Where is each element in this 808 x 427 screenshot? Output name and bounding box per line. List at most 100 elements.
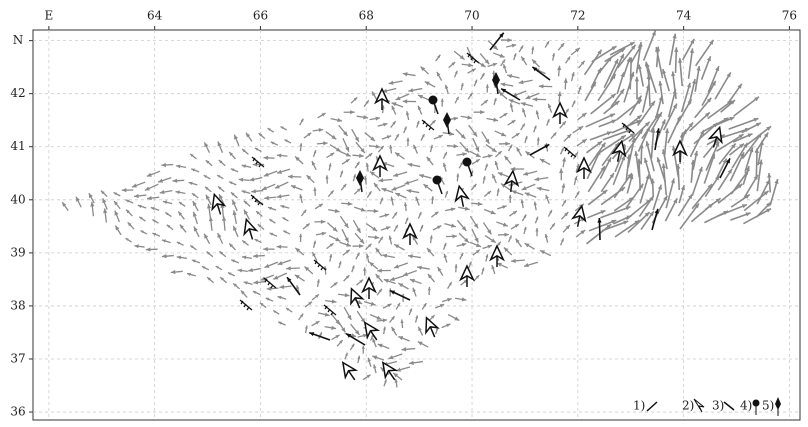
arrow-head [487, 245, 491, 249]
flow-arrow [628, 138, 634, 168]
x-tick-label: 72 [570, 9, 585, 23]
arrow-head [268, 207, 272, 210]
arrow-head [277, 245, 282, 249]
symbol-stem [348, 370, 355, 380]
arrow-head [384, 279, 389, 283]
x-tick-label: 74 [676, 9, 692, 23]
x-tick-label: 64 [147, 9, 163, 23]
arrow-head [646, 63, 650, 68]
arrow-head [404, 181, 409, 185]
feather [467, 53, 479, 63]
arrow-head [503, 223, 508, 227]
arrow-head [537, 137, 540, 140]
arrow-head [323, 141, 328, 145]
arrow-head [322, 232, 327, 236]
legend-icon [724, 402, 734, 410]
arrow-head [445, 191, 448, 194]
arrow-head [160, 190, 165, 194]
arrow-head [485, 164, 488, 167]
arrow-head [486, 84, 489, 87]
flow-arrow [692, 167, 702, 196]
flow-arrow [666, 178, 674, 208]
arrow-head [267, 287, 272, 291]
arrow-head [492, 71, 495, 74]
arrow-head [491, 265, 494, 269]
arrow-head [362, 345, 365, 348]
arrow-head [321, 220, 325, 224]
arrow-head [564, 78, 568, 83]
arrow-head [533, 97, 538, 101]
legend-label: 4) [740, 399, 752, 413]
flow-field [62, 31, 778, 388]
arrow-head [146, 247, 151, 251]
arrow-head [511, 259, 516, 263]
arrow-head [309, 332, 314, 336]
arrow-head [534, 126, 537, 129]
arrow-head [620, 72, 624, 77]
arrow-head [363, 267, 366, 270]
arrow-head [674, 47, 678, 52]
flow-arrow [586, 114, 615, 127]
arrow-head [248, 268, 253, 272]
y-tick-label: 42 [10, 86, 25, 100]
arrow-head [501, 82, 506, 86]
arrow-head [288, 175, 293, 179]
arrow-head [368, 358, 371, 362]
legend-label: 5) [762, 399, 774, 413]
arrow-head [657, 157, 661, 162]
y-tick-label: 40 [10, 192, 25, 206]
legend-label: 1) [633, 399, 645, 413]
arrow-head [746, 212, 751, 216]
hollow-arrow [365, 323, 378, 338]
arrow-head [597, 218, 601, 223]
legend-label: 3) [712, 399, 724, 413]
arrow-head [233, 210, 237, 215]
arrow-head [348, 202, 353, 206]
arrow-head [507, 38, 512, 42]
arrow-head [635, 77, 639, 82]
arrow-head [253, 254, 258, 258]
arrow-head [325, 175, 328, 178]
arrow-head [388, 355, 393, 359]
flow-arrow [704, 154, 714, 184]
arrow-head [417, 121, 420, 124]
feather [564, 147, 576, 157]
arrow-head [453, 144, 458, 148]
arrow-head [386, 226, 390, 230]
arrow-head [452, 234, 457, 238]
arrow-head [504, 233, 508, 237]
arrow-head [314, 150, 317, 153]
x-tick-label: 66 [253, 9, 268, 23]
symbol-stem [388, 370, 395, 380]
arrow-head [162, 254, 167, 258]
hollow-arrow [383, 363, 396, 378]
arrow-head [559, 168, 563, 173]
arrow-head [339, 261, 342, 264]
arrow-head [389, 81, 394, 85]
arrow-head [264, 173, 269, 177]
arrow-head [407, 189, 412, 193]
arrow-head [509, 195, 512, 198]
arrow-head [406, 138, 409, 141]
arrow-head [658, 185, 662, 190]
plot-frame [33, 30, 800, 420]
arrow-head [455, 264, 458, 267]
arrow-head [278, 261, 283, 265]
arrow-head [263, 247, 268, 251]
y-tick-label: 37 [10, 351, 25, 365]
arrow-head [502, 205, 506, 209]
feather [240, 300, 252, 310]
x-tick-label: 70 [464, 9, 479, 23]
arrow-head [162, 239, 166, 242]
arrow-head [313, 187, 316, 191]
arrow-head [767, 173, 771, 178]
arrow-head [539, 84, 544, 88]
flow-arrow [600, 207, 630, 218]
arrow-head [337, 118, 342, 122]
arrow-head [377, 268, 382, 272]
arrow-head [408, 88, 413, 92]
arrow-head [394, 264, 399, 268]
arrow-head [264, 156, 269, 160]
arrow-head [286, 266, 291, 270]
